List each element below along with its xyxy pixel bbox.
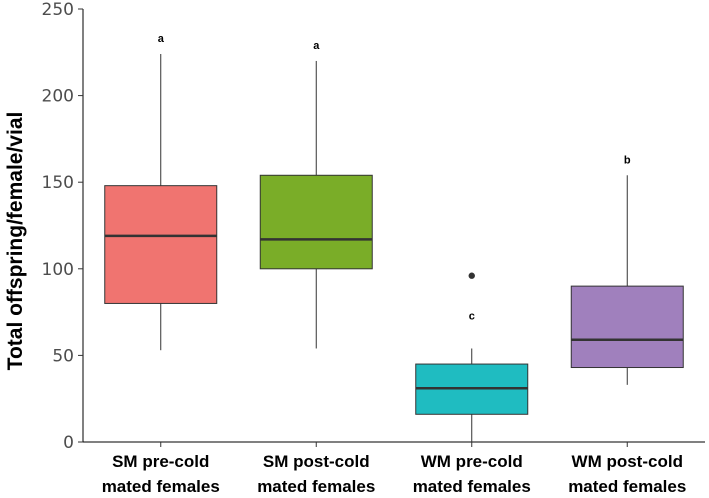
box-group: b [570,154,684,385]
y-tick-label: 200 [42,87,74,107]
box-group: a [259,40,373,349]
y-axis-title: Total offspring/female/vial [4,112,27,371]
box-iqr [570,285,684,369]
y-tick-label: 100 [42,260,74,280]
x-category-label-line2: mated females [568,477,686,496]
box-iqr [259,174,373,270]
y-axis: 0 50 100 150 200 250 [42,0,84,453]
x-category-label-line2: mated females [257,477,375,496]
significance-letter: a [313,40,320,52]
box-group: c [415,272,529,442]
x-category-label-line2: mated females [413,477,531,496]
x-category-label-line1: SM pre-cold [112,452,209,471]
outlier-point [468,272,475,279]
y-tick-label: 50 [52,346,74,366]
x-category-label-line1: SM post-cold [263,452,370,471]
significance-letter: a [158,33,165,45]
y-tick-label: 0 [63,433,74,453]
box-iqr [104,185,218,304]
x-category-label-line2: mated females [102,477,220,496]
x-category-label-line1: WM pre-cold [421,452,523,471]
significance-letter: c [469,310,475,322]
significance-letter: b [624,154,631,166]
y-tick-label: 250 [42,0,74,20]
box-series: a a c b [104,33,684,442]
box-group: a [104,33,218,351]
y-tick-label: 150 [42,173,74,193]
x-category-label-line1: WM post-cold [572,452,683,471]
x-axis: SM pre-cold mated females SM post-cold mate… [83,441,705,496]
